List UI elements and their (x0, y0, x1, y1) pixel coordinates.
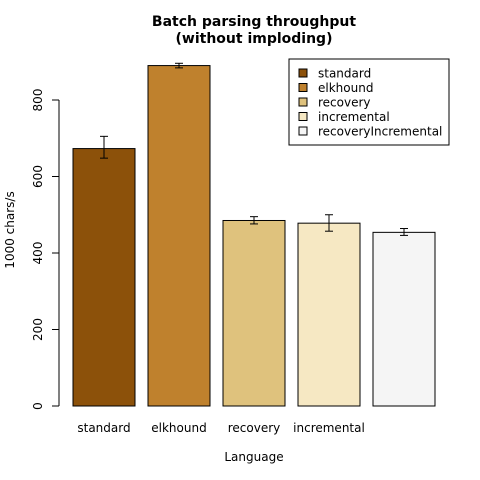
legend-label: incremental (318, 110, 390, 124)
legend-swatch (298, 97, 308, 107)
legend-label: recovery (318, 96, 371, 110)
chart-title-line-2: (without imploding) (176, 31, 333, 47)
legend-item: recovery (298, 96, 371, 110)
legend-swatch (298, 68, 308, 78)
y-tick-label: 200 (31, 318, 45, 341)
bar (222, 219, 286, 407)
x-tick-label: recovery (228, 421, 281, 435)
error-bars-group (100, 62, 408, 236)
legend-label: recoveryIncremental (318, 125, 442, 139)
legend-box (288, 58, 450, 146)
error-bar (400, 228, 408, 236)
error-bar (250, 216, 258, 225)
y-axis-label: 1000 chars/s (3, 191, 17, 268)
legend-item: standard (298, 67, 371, 81)
legend: standardelkhoundrecoveryincrementalrecov… (288, 58, 450, 146)
error-bar (175, 62, 183, 69)
legend-label: standard (318, 67, 371, 81)
legend-swatch (298, 112, 308, 121)
bar (297, 222, 361, 407)
error-bar (325, 214, 333, 232)
x-axis-label: Language (224, 450, 283, 464)
y-tick-label: 800 (31, 89, 45, 112)
x-tick-label: elkhound (151, 421, 206, 435)
legend-label: elkhound (318, 81, 373, 95)
legend-item: incremental (298, 110, 390, 124)
x-tick-label: standard (77, 421, 130, 435)
chart-title-line-1: Batch parsing throughput (152, 14, 356, 30)
error-bar (100, 135, 108, 159)
x-tick-labels: standard elkhound recovery incremental (77, 421, 364, 435)
legend-swatch (298, 83, 308, 92)
x-tick-label: incremental (293, 421, 365, 435)
bar (147, 65, 211, 407)
y-tick-label: 0 (31, 402, 45, 410)
bar (72, 148, 136, 407)
legend-item: recoveryIncremental (298, 125, 442, 139)
y-tick-label: 400 (31, 242, 45, 265)
y-axis: 0 200 400 600 800 (31, 89, 60, 410)
y-tick-label: 600 (31, 165, 45, 188)
legend-item: elkhound (298, 81, 373, 95)
bar (372, 231, 436, 407)
legend-swatch (298, 126, 308, 136)
